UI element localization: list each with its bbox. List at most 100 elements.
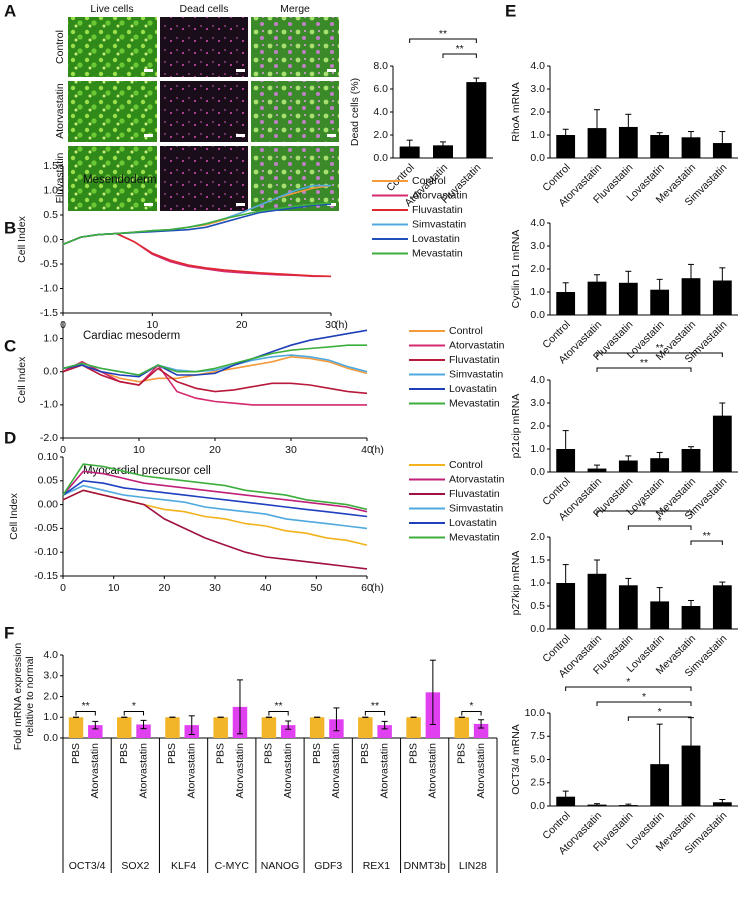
error-bar [562,282,569,302]
y-tick-label: 0.10 [38,451,59,463]
x-series-label: Atorvastatin [234,743,246,799]
x-series-label: PBS [214,743,226,764]
series-line [62,364,368,395]
error-bar [188,715,195,735]
error-bar [656,723,663,805]
bar [473,723,489,738]
image [160,146,248,211]
bar [261,717,277,738]
y-tick-label: 3.0 [530,240,545,252]
legend-label: Simvastatin [449,502,503,514]
significance-bracket [409,38,477,43]
y-tick-label: 0.0 [530,309,545,321]
x-axis-unit: (h) [371,582,384,594]
error-bar [429,659,436,726]
bar [88,725,103,738]
bar [681,606,701,629]
y-tick-label: 4.0 [530,60,545,72]
legend-label: Lovastatin [412,233,460,245]
error-bar [381,720,388,730]
y-axis-label: Dead cells (%) [349,78,361,146]
y-tick-label: -0.15 [34,570,58,582]
legend-label: Lovastatin [449,517,497,529]
error-bar [594,803,600,807]
significance-label: * [642,691,646,703]
category-label: GDF3 [314,860,342,872]
y-tick-label: 0.0 [43,233,58,245]
bar [377,725,392,738]
bar [406,717,421,738]
category-label: KLF4 [171,860,196,872]
x-series-label: Atorvastatin [330,743,342,799]
y-tick-label: 2.0 [530,420,545,432]
chart-title: Cardiac mesoderm [83,330,180,342]
bar [618,282,638,315]
significance-bracket [596,701,692,706]
series-line [62,232,331,278]
y-tick-label: 5.0 [530,753,545,765]
y-axis-label: p21cip mRNA [510,394,522,459]
legend-label: Control [449,459,483,471]
y-axis-label: Cyclin D1 mRNA [510,230,522,309]
image [68,81,157,142]
y-tick-label: 2.5 [530,777,545,789]
bar [454,717,470,738]
bar [681,745,701,806]
significance-label: * [469,700,473,712]
y-tick-label: 0.0 [530,623,545,635]
bar [618,585,638,629]
image [160,17,248,77]
legend-label: Atorvastatin [449,473,505,485]
legend-label: Control [449,325,483,337]
y-tick-label: 8.0 [373,60,388,72]
error-bar [656,278,663,301]
error-bar [594,464,600,473]
significance-bracket [461,710,482,716]
significance-bracket [596,510,692,515]
image [160,81,248,142]
y-tick-label: 2.0 [530,263,545,275]
y-tick-label: 2.0 [43,690,58,702]
chart-title: Mesendoderm [83,174,157,186]
series-line [62,232,332,278]
x-series-label: PBS [70,743,82,764]
legend-label: Lovastatin [449,383,497,395]
x-series-label: PBS [263,743,275,764]
significance-bracket [123,710,145,716]
x-series-label: Atorvastatin [282,743,294,799]
x-tick-label: 30 [325,319,337,331]
legend-label: Fluvastatin [449,488,500,500]
image [251,81,339,142]
error-bar [562,790,569,803]
x-tick-label: 10 [133,444,145,456]
bar [618,126,638,158]
y-tick-label: 0.00 [38,498,59,510]
significance-bracket [565,686,692,691]
error-bar [625,113,632,141]
bar [681,137,701,158]
x-series-label: Atorvastatin [475,743,487,799]
y-tick-label: 2.0 [530,531,545,543]
x-series-label: PBS [456,743,468,764]
significance-label: * [626,676,630,688]
x-tick-label: 20 [209,444,221,456]
image [251,146,339,211]
series-line [62,202,332,246]
significance-bracket [596,352,723,357]
y-tick-label: 0.0 [43,732,58,744]
error-bar [594,274,600,290]
significance-bracket [690,540,723,545]
error-bar [688,131,694,144]
x-tick-label: 60 [361,582,373,594]
y-tick-label: 0.0 [373,152,388,164]
y-tick-label: 4.0 [373,106,388,118]
error-bar [656,132,663,138]
y-tick-label: 1.0 [530,129,545,141]
bar [68,717,84,738]
x-series-label: PBS [407,743,419,764]
x-series-label: Atorvastatin [89,743,101,799]
bar [681,278,701,315]
category-label: REX1 [363,860,391,872]
series-line [62,360,367,406]
row-label: Atorvastatin [54,83,66,139]
